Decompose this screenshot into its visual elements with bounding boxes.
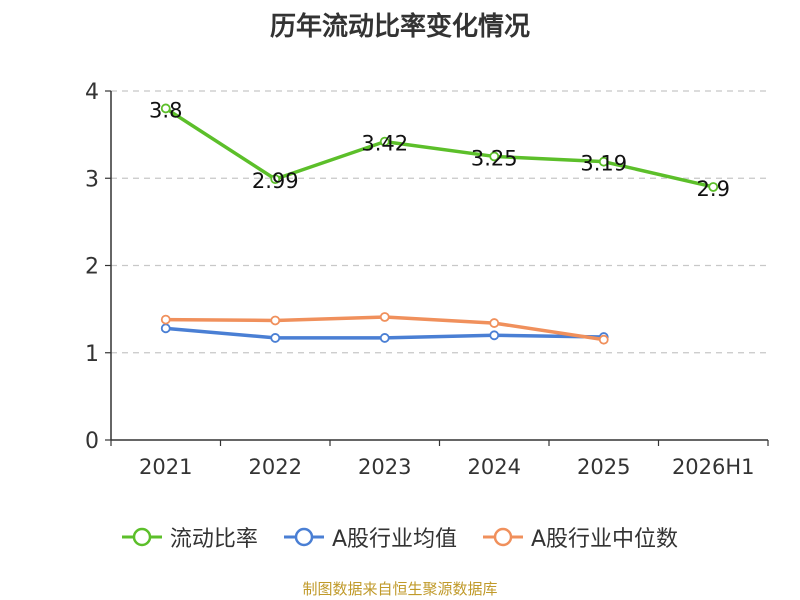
data-point-0 bbox=[598, 156, 609, 167]
data-point-2 bbox=[598, 334, 609, 345]
y-tick-label: 4 bbox=[85, 80, 99, 105]
legend-marker-current-ratio bbox=[121, 527, 162, 547]
y-tick-label: 1 bbox=[85, 342, 99, 367]
data-label: 3.42 bbox=[361, 132, 408, 156]
x-tick-label: 2025 bbox=[577, 455, 630, 479]
legend-marker-industry-median bbox=[483, 527, 523, 547]
data-point-0 bbox=[489, 151, 500, 162]
chart-title: 历年流动比率变化情况 bbox=[269, 12, 530, 42]
y-tick-label: 2 bbox=[85, 255, 99, 280]
data-label: 3.8 bbox=[149, 98, 182, 122]
data-point-2 bbox=[489, 318, 500, 328]
data-point-0 bbox=[708, 182, 719, 192]
data-point-0 bbox=[160, 103, 171, 114]
x-tick-label: 2023 bbox=[358, 455, 411, 479]
legend-item-current-ratio[interactable]: 流动比率 bbox=[121, 521, 258, 553]
data-point-1 bbox=[379, 333, 390, 343]
data-point-2 bbox=[270, 315, 281, 326]
data-label: 2.9 bbox=[697, 177, 730, 201]
x-tick-label: 2021 bbox=[139, 455, 192, 479]
y-tick-label: 3 bbox=[85, 167, 99, 192]
x-tick-label: 2026H1 bbox=[672, 455, 755, 479]
legend-label-industry-median: A股行业中位数 bbox=[531, 527, 679, 552]
y-tick-label: 0 bbox=[85, 429, 99, 454]
legend: 流动比率 A股行业均值 A股行业中位数 bbox=[0, 520, 800, 554]
data-label: 2.99 bbox=[252, 169, 299, 193]
legend-item-industry-median[interactable]: A股行业中位数 bbox=[483, 521, 678, 553]
legend-label-industry-mean: A股行业均值 bbox=[331, 527, 457, 552]
data-point-1 bbox=[489, 330, 500, 341]
data-point-1 bbox=[160, 323, 171, 334]
data-point-2 bbox=[160, 314, 171, 325]
legend-marker-industry-mean bbox=[283, 527, 324, 547]
legend-label-current-ratio: 流动比率 bbox=[169, 527, 258, 552]
data-source-note: 制图数据来自恒生聚源数据库 bbox=[302, 580, 498, 598]
data-point-0 bbox=[270, 174, 281, 185]
data-point-2 bbox=[379, 312, 390, 322]
x-tick-label: 2024 bbox=[468, 455, 521, 479]
data-label: 3.25 bbox=[471, 146, 518, 170]
data-label: 3.19 bbox=[580, 152, 627, 176]
series-line-0 bbox=[164, 106, 714, 189]
legend-item-industry-mean[interactable]: A股行业均值 bbox=[283, 521, 457, 553]
x-tick-label: 2022 bbox=[249, 455, 302, 479]
data-point-1 bbox=[270, 333, 281, 343]
data-point-0 bbox=[379, 136, 390, 147]
